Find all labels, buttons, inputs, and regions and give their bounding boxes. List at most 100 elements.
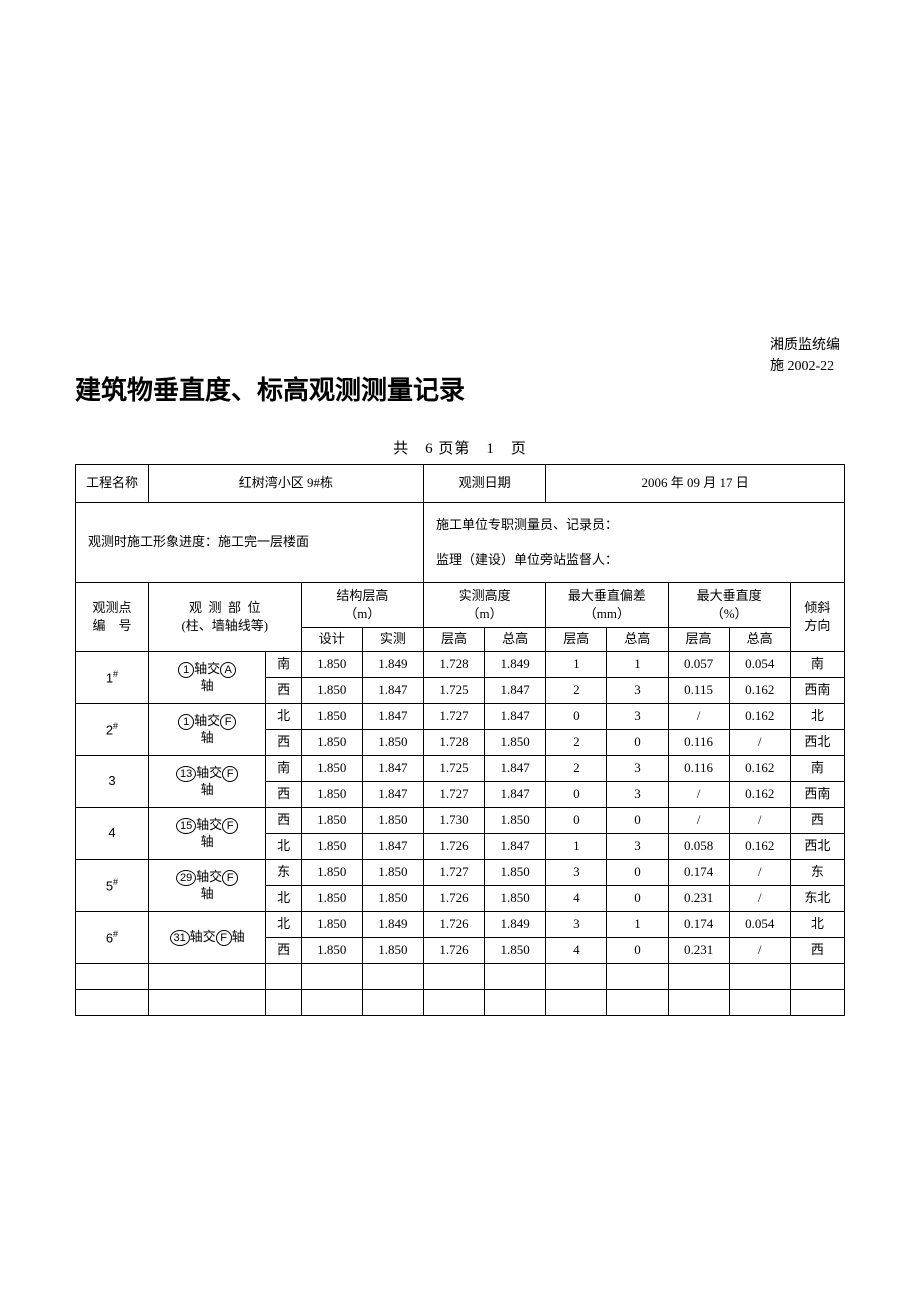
cell-th: 1.847 [485, 704, 546, 730]
cell-actual: 1.847 [362, 704, 423, 730]
personnel-cell: 施工单位专职测量员、记录员： 监理（建设）单位旁站监督人： [423, 503, 844, 583]
cell-dir: 西 [266, 782, 301, 808]
cell-df: 2 [546, 730, 607, 756]
cell-vt: 0.162 [729, 756, 790, 782]
cell-tilt: 北 [790, 704, 844, 730]
cell-empty [668, 990, 729, 1016]
cell-tilt: 西南 [790, 678, 844, 704]
cell-tilt: 南 [790, 652, 844, 678]
cell-th: 1.847 [485, 782, 546, 808]
cell-vf: / [668, 704, 729, 730]
cell-df: 0 [546, 704, 607, 730]
cell-vt: / [729, 808, 790, 834]
cell-vt: / [729, 730, 790, 756]
cell-df: 4 [546, 886, 607, 912]
cell-th: 1.850 [485, 808, 546, 834]
cell-vf: 0.231 [668, 886, 729, 912]
cell-point-no: 2# [76, 704, 149, 756]
table-row: 1#1轴交A轴南1.8501.8491.7281.849110.0570.054… [76, 652, 845, 678]
cell-df: 1 [546, 652, 607, 678]
cell-vt: 0.162 [729, 834, 790, 860]
cell-vt: 0.162 [729, 704, 790, 730]
cell-position: 1轴交A轴 [148, 652, 266, 704]
cell-dt: 0 [607, 808, 668, 834]
cell-actual: 1.847 [362, 782, 423, 808]
cell-df: 2 [546, 678, 607, 704]
cell-dt: 1 [607, 912, 668, 938]
cell-empty [729, 990, 790, 1016]
cell-vt: 0.054 [729, 912, 790, 938]
project-value: 红树湾小区 9#栋 [148, 465, 423, 503]
hdr-struct-h: 结构层高（m） [301, 583, 423, 628]
cell-th: 1.847 [485, 678, 546, 704]
cell-vt: / [729, 938, 790, 964]
cell-tilt: 西 [790, 808, 844, 834]
cell-design: 1.850 [301, 652, 362, 678]
cell-df: 4 [546, 938, 607, 964]
cell-fh: 1.727 [423, 782, 484, 808]
cell-actual: 1.849 [362, 652, 423, 678]
cell-df: 3 [546, 860, 607, 886]
cell-df: 3 [546, 912, 607, 938]
cell-empty [546, 964, 607, 990]
cell-empty [362, 990, 423, 1016]
cell-point-no: 4 [76, 808, 149, 860]
cell-dt: 1 [607, 652, 668, 678]
cell-dir: 南 [266, 652, 301, 678]
cell-actual: 1.850 [362, 860, 423, 886]
cell-empty [607, 990, 668, 1016]
cell-vf: 0.058 [668, 834, 729, 860]
cell-design: 1.850 [301, 782, 362, 808]
cell-fh: 1.725 [423, 678, 484, 704]
cell-position: 1轴交F轴 [148, 704, 266, 756]
cell-tilt: 西 [790, 938, 844, 964]
pager: 共 6 页第 1 页 [75, 437, 845, 458]
project-label: 工程名称 [76, 465, 149, 503]
cell-vt: 0.162 [729, 782, 790, 808]
cell-position: 13轴交F轴 [148, 756, 266, 808]
date-value: 2006 年 09 月 17 日 [546, 465, 845, 503]
cell-empty [266, 964, 301, 990]
date-label: 观测日期 [423, 465, 545, 503]
table-row-empty [76, 990, 845, 1016]
cell-df: 0 [546, 782, 607, 808]
cell-df: 1 [546, 834, 607, 860]
cell-empty [668, 964, 729, 990]
cell-actual: 1.847 [362, 834, 423, 860]
cell-vf: 0.116 [668, 756, 729, 782]
cell-design: 1.850 [301, 886, 362, 912]
table-row: 5#29轴交F轴东1.8501.8501.7271.850300.174/东 [76, 860, 845, 886]
cell-dir: 西 [266, 938, 301, 964]
cell-actual: 1.847 [362, 678, 423, 704]
cell-empty [148, 964, 266, 990]
cell-tilt: 东北 [790, 886, 844, 912]
cell-actual: 1.850 [362, 886, 423, 912]
cell-th: 1.849 [485, 652, 546, 678]
cell-fh: 1.728 [423, 652, 484, 678]
cell-point-no: 1# [76, 652, 149, 704]
cell-empty [301, 990, 362, 1016]
doc-code-line1: 湘质监统编 [770, 338, 840, 353]
cell-fh: 1.727 [423, 860, 484, 886]
cell-dt: 3 [607, 678, 668, 704]
doc-code: 湘质监统编 施 2002-22 [770, 335, 840, 377]
cell-empty [301, 964, 362, 990]
cell-vt: 0.162 [729, 678, 790, 704]
cell-tilt: 东 [790, 860, 844, 886]
cell-design: 1.850 [301, 704, 362, 730]
doc-code-line2: 施 2002-22 [770, 359, 834, 374]
cell-dt: 0 [607, 730, 668, 756]
hdr-point-no: 观测点编 号 [76, 583, 149, 652]
cell-empty [148, 990, 266, 1016]
cell-empty [423, 990, 484, 1016]
cell-vf: 0.174 [668, 860, 729, 886]
table-row: 2#1轴交F轴北1.8501.8471.7271.84703/0.162北 [76, 704, 845, 730]
cell-actual: 1.850 [362, 808, 423, 834]
hdr-floor-3: 层高 [668, 628, 729, 652]
cell-th: 1.849 [485, 912, 546, 938]
cell-point-no: 6# [76, 912, 149, 964]
measurement-table: 工程名称 红树湾小区 9#栋 观测日期 2006 年 09 月 17 日 观测时… [75, 464, 845, 1016]
hdr-position: 观 测 部 位(柱、墙轴线等) [148, 583, 301, 652]
cell-vt: 0.054 [729, 652, 790, 678]
cell-design: 1.850 [301, 834, 362, 860]
